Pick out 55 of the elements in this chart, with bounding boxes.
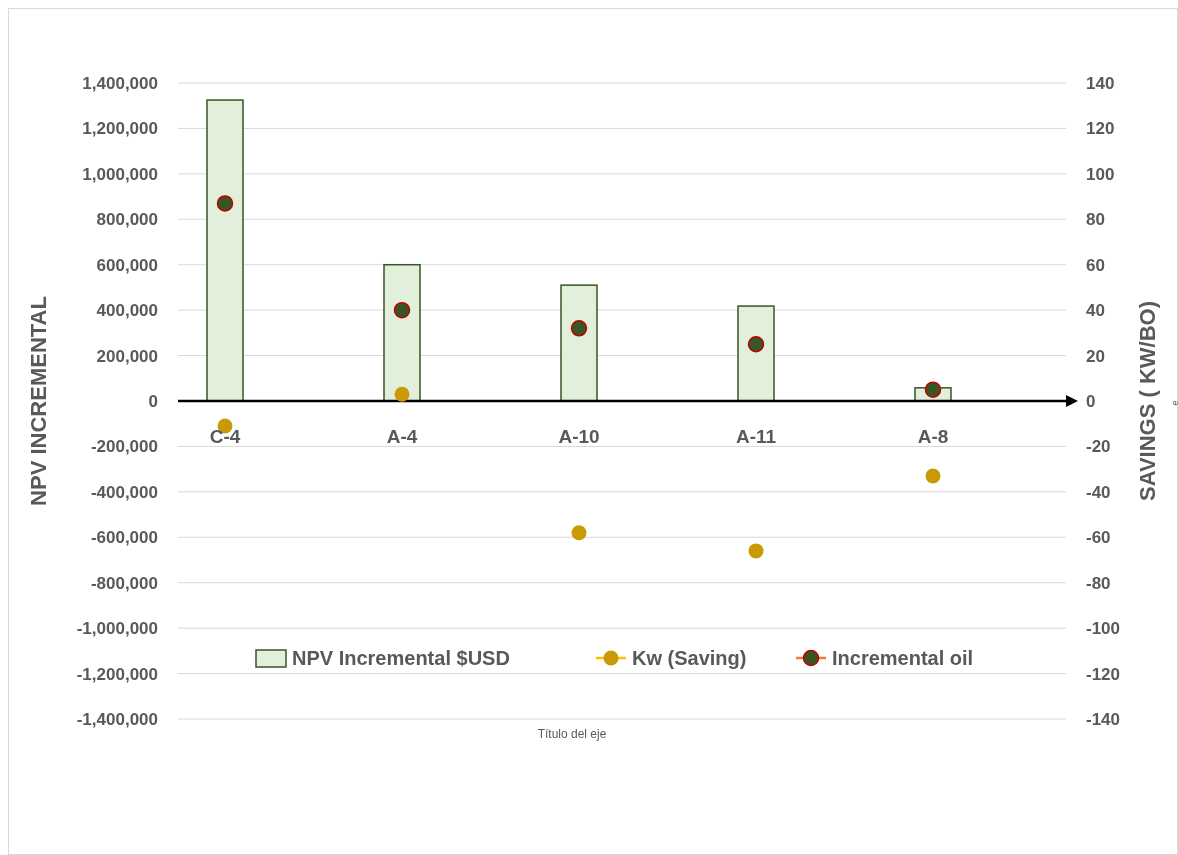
bar [737,305,775,402]
y2-tick-label: -80 [1086,573,1111,593]
y2-tick-label: 120 [1086,119,1115,139]
y2-tick-label: 140 [1086,73,1115,93]
legend-label: Incremental oil [832,647,974,669]
y2-tick-label: 100 [1086,164,1115,184]
legend-label: Kw (Saving) [632,647,747,669]
y2-tick-label: -20 [1086,437,1111,457]
text: e [1170,400,1178,406]
y-tick-label: -800,000 [90,573,158,593]
legend-label: NPV Incremental $USD [292,647,510,669]
y-tick-label: -1,400,000 [76,709,158,729]
point [571,525,587,541]
point [216,195,234,212]
x-axis-title: Título del eje [537,727,607,741]
y2-tick-label: 60 [1086,255,1105,275]
y2-tick-label: 80 [1086,210,1105,230]
y-tick-label: 800,000 [96,210,158,230]
y-tick-label: -600,000 [90,528,158,548]
point [393,301,411,319]
y2-tick-label: -140 [1086,709,1121,729]
y2-tick-label: -120 [1086,664,1121,684]
y-tick-label: -200,000 [90,437,158,457]
y-tick-label: -1,200,000 [76,664,158,684]
y2-tick-label: 40 [1086,301,1105,321]
point [925,468,941,484]
x-tick-label: A-10 [558,426,600,447]
x-tick-label: A-8 [917,426,949,447]
y2-tick-label: -40 [1086,482,1111,502]
y-tick-label: 1,000,000 [82,164,158,184]
y-tick-label: 600,000 [96,255,158,275]
point [747,335,765,353]
bar [383,263,421,402]
y2-tick-label: 20 [1086,346,1105,366]
point [570,320,588,337]
x-tick-label: A-4 [386,426,418,447]
y-tick-label: 0 [148,391,158,411]
y-tick-label: -400,000 [90,482,158,502]
x-tick-label: C-4 [209,426,241,447]
y2-tick-label: -100 [1086,619,1121,639]
point [924,381,942,398]
bar [206,99,244,402]
y-tick-label: 1,400,000 [82,73,158,93]
y-tick-label: 1,200,000 [82,119,158,139]
y2-tick-label: 0 [1086,391,1096,411]
y-tick-label: -1,000,000 [76,619,158,639]
y-tick-label: 400,000 [96,301,158,321]
x-tick-label: A-11 [735,426,777,447]
point [394,386,410,402]
y2-tick-label: -60 [1086,528,1111,548]
point [748,543,764,559]
y-tick-label: 200,000 [96,346,158,366]
y-axis-title: NPV INCREMENTAL [26,296,51,506]
y2-axis-title: SAVINGS ( KW/BO) [1135,300,1160,502]
bar [560,284,598,402]
